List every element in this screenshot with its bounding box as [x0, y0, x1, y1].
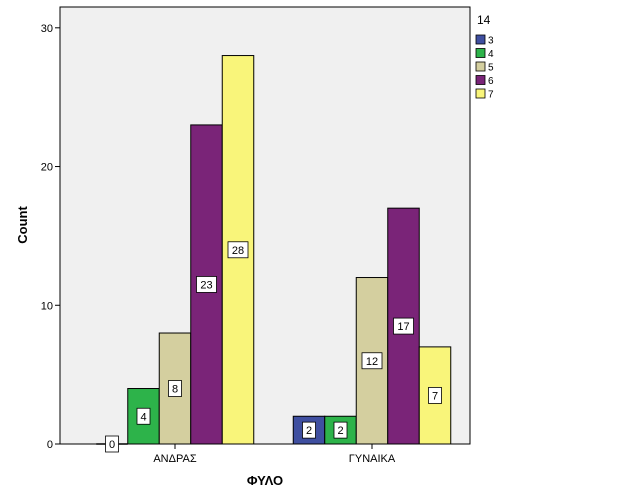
y-tick-label: 0 — [47, 439, 53, 451]
legend-label: 5 — [488, 63, 494, 74]
data-label-box — [333, 421, 348, 439]
x-tick-label: ΓΥΝΑΙΚΑ — [349, 453, 396, 465]
bars — [96, 55, 452, 445]
data-label-box — [428, 387, 442, 404]
data-label: 12 — [366, 356, 378, 368]
data-label: 7 — [432, 390, 438, 402]
x-axis-title: ΦΥΛΟ — [247, 473, 283, 488]
data-label: 28 — [232, 245, 244, 257]
legend-title: 14 — [477, 13, 491, 27]
data-label-box — [105, 435, 119, 453]
data-label-box — [196, 276, 217, 293]
data-label-box — [168, 380, 182, 397]
data-label-box — [361, 352, 383, 370]
data-label: 0 — [109, 439, 115, 451]
data-label-box — [393, 317, 414, 335]
data-label: 2 — [306, 425, 312, 437]
data-label-box — [227, 241, 249, 259]
data-label-box — [302, 421, 316, 439]
x-tick-label: ΑΝΔΡΑΣ — [153, 453, 196, 465]
y-tick-label: 30 — [41, 23, 53, 35]
legend-swatch — [475, 61, 486, 72]
data-label-box — [136, 407, 151, 425]
x-axis: ΑΝΔΡΑΣ ΓΥΝΑΙΚΑ — [153, 444, 396, 465]
data-label: 2 — [337, 425, 343, 437]
legend-swatch — [475, 88, 486, 99]
legend-swatch — [475, 75, 486, 85]
y-axis: 0 10 20 30 — [41, 23, 60, 451]
legend-label: 7 — [488, 90, 494, 101]
data-labels: 0 4 8 23 28 2 2 12 17 7 — [105, 241, 442, 453]
data-label: 23 — [200, 279, 212, 291]
legend-swatch — [475, 34, 486, 45]
legend-label: 4 — [488, 49, 494, 60]
y-tick-label: 10 — [41, 300, 53, 312]
data-label: 8 — [172, 384, 178, 396]
legend-label: 6 — [488, 76, 494, 87]
data-label: 4 — [140, 411, 146, 423]
legend: 14 3 4 5 6 7 — [475, 13, 494, 101]
legend-swatch — [475, 48, 486, 58]
y-axis-title: Count — [15, 206, 30, 244]
legend-label: 3 — [488, 36, 494, 47]
y-tick-label: 20 — [41, 162, 53, 174]
data-label: 17 — [397, 321, 409, 333]
